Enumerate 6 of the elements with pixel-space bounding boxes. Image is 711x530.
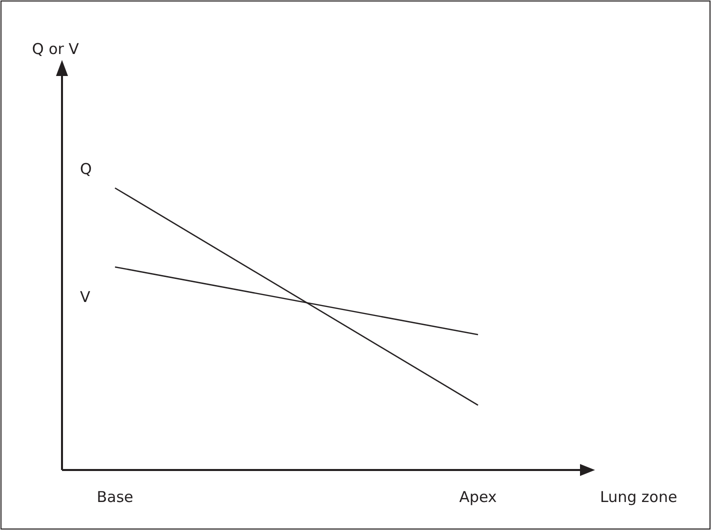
x-tick-label: Base — [96, 488, 134, 506]
series-label: Q — [80, 160, 92, 178]
x-tick-label: Apex — [459, 488, 497, 506]
text: Q or V — [32, 40, 80, 58]
text: V — [80, 288, 91, 306]
x-axis-title: Lung zone — [600, 488, 678, 506]
